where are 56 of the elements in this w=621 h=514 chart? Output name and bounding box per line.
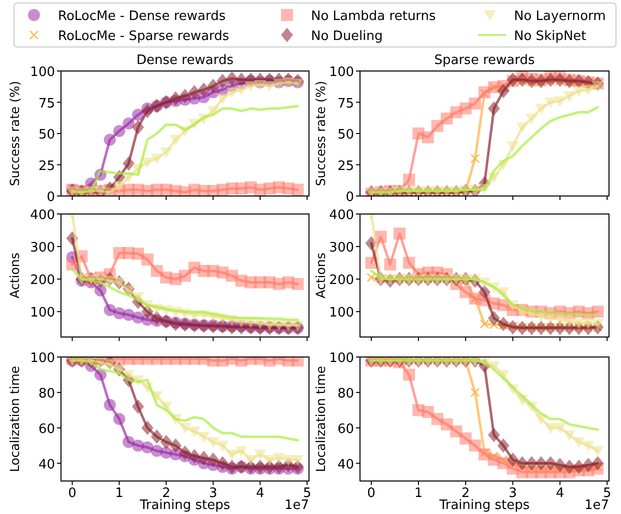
legend-label: RoLocMe - Sparse rewards (58, 29, 230, 44)
y-tick-label: 300 (329, 240, 354, 256)
y-tick-label: 60 (337, 422, 354, 437)
y-tick-label: 25 (337, 158, 354, 174)
x-tick-label: 3 (508, 486, 517, 501)
y-axis-title: Actions (7, 252, 22, 298)
y-tick-label: 40 (38, 457, 55, 472)
x-axis-title: Training steps (438, 498, 530, 513)
y-tick-label: 80 (337, 386, 354, 402)
x-tick-label: 2 (162, 486, 170, 501)
x-tick-label: 5 (602, 486, 612, 501)
legend-label: RoLocMe - Dense rewards (58, 9, 226, 24)
x-tick-label: 1 (414, 486, 423, 501)
chart-title: Dense rewards (136, 53, 234, 68)
y-tick-label: 25 (38, 158, 55, 174)
y-tick-label: 100 (329, 351, 354, 366)
x-tick-label: 5 (302, 486, 312, 501)
legend-label: No Dueling (311, 29, 383, 44)
y-axis-title: Success rate (%) (313, 80, 328, 186)
y-axis-title: Localization time (313, 366, 328, 472)
x-axis-title: Training steps (138, 498, 230, 513)
y-tick-label: 0 (346, 190, 354, 205)
x-tick-label: 1 (115, 486, 124, 501)
y-tick-label: 200 (329, 273, 354, 288)
y-tick-label: 100 (329, 65, 354, 80)
text: 1e7 (584, 498, 609, 513)
x-tick-label: 2 (461, 486, 470, 501)
y-tick-label: 100 (30, 351, 55, 366)
legend-label: No Layernorm (514, 9, 606, 24)
y-tick-label: 100 (329, 306, 354, 321)
y-tick-label: 100 (30, 306, 55, 321)
legend-label: No SkipNet (514, 29, 586, 44)
y-axis-title: Localization time (7, 366, 22, 472)
x-tick-label: 4 (556, 486, 564, 501)
y-axis-title: Actions (313, 252, 328, 298)
y-tick-label: 50 (337, 128, 354, 142)
x-tick-label: 4 (256, 486, 264, 501)
text: 1e7 (284, 498, 309, 513)
x-tick-label: 0 (68, 486, 76, 501)
chart-title: Sparse rewards (434, 53, 535, 68)
y-tick-label: 50 (38, 128, 55, 142)
y-tick-label: 80 (38, 386, 55, 402)
y-axis-title: Success rate (%) (7, 80, 22, 186)
x-tick-label: 3 (209, 486, 218, 501)
y-tick-label: 200 (30, 273, 55, 288)
y-tick-label: 100 (30, 65, 55, 80)
y-tick-label: 400 (329, 208, 354, 223)
y-tick-label: 300 (30, 240, 55, 256)
y-tick-label: 75 (38, 96, 55, 112)
y-tick-label: 40 (337, 457, 354, 472)
y-tick-label: 60 (38, 422, 55, 437)
y-tick-label: 75 (337, 96, 354, 112)
x-tick-label: 0 (367, 486, 376, 501)
legend-label: No Lambda returns (311, 9, 436, 24)
y-tick-label: 400 (30, 208, 55, 223)
y-tick-label: 0 (46, 190, 55, 205)
